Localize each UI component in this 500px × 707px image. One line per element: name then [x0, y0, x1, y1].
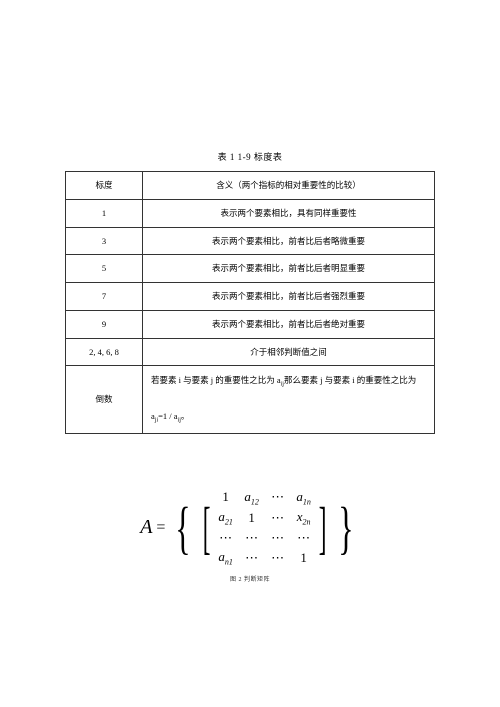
cell-reciprocal-desc: 若要素 i 与要素 j 的重要性之比为 a ij 那么要素 j 与要素 i 的重要性…	[143, 366, 435, 433]
cell-meaning: 表示两个要素相比，前者比后者明显重要	[143, 255, 435, 283]
cell-meaning: 表示两个要素相比，前者比后者绝对重要	[143, 310, 435, 338]
cell-scale: 3	[66, 227, 143, 255]
cell-meaning: 介于相邻判断值之间	[143, 338, 435, 366]
cell-meaning: 表示两个要素相比，前者比后者强烈重要	[143, 283, 435, 311]
scale-table: 标度 含义（两个指标的相对重要性的比较） 1 表示两个要素相比，具有同样重要性 …	[65, 171, 435, 434]
table-row: 1 表示两个要素相比，具有同样重要性	[66, 199, 435, 227]
matrix-cell: a12	[244, 489, 260, 507]
matrix-cell: a1n	[296, 489, 312, 507]
matrix-cell: a21	[218, 509, 234, 527]
matrix-equals: =	[156, 519, 165, 537]
matrix-cell: ⋯	[296, 530, 312, 546]
table-caption: 表 1 1-9 标度表	[0, 150, 500, 163]
matrix-cell: an1	[218, 549, 234, 567]
cell-scale: 9	[66, 310, 143, 338]
table-row: 2, 4, 6, 8 介于相邻判断值之间	[66, 338, 435, 366]
cell-meaning: 表示两个要素相比，前者比后者略微重要	[143, 227, 435, 255]
header-meaning: 含义（两个指标的相对重要性的比较）	[143, 172, 435, 200]
desc-text-2b: =1 / a	[158, 411, 177, 421]
left-bracket-icon: [	[203, 499, 211, 557]
cell-scale: 5	[66, 255, 143, 283]
matrix-cell: ⋯	[270, 550, 286, 566]
matrix-cell: ⋯	[270, 489, 286, 505]
matrix-cell: 1	[244, 510, 260, 526]
table-row: 5 表示两个要素相比，前者比后者明显重要	[66, 255, 435, 283]
cell-meaning: 表示两个要素相比，具有同样重要性	[143, 199, 435, 227]
sub-ij-2: ij	[178, 418, 181, 424]
matrix-cell: ⋯	[244, 550, 260, 566]
table-header-row: 标度 含义（两个指标的相对重要性的比较）	[66, 172, 435, 200]
table-row-reciprocal: 倒数 若要素 i 与要素 j 的重要性之比为 a ij 那么要素 j 与要素 i 的…	[66, 366, 435, 433]
figure-caption: 图 2 判断矩阵	[0, 574, 500, 583]
table-row: 9 表示两个要素相比，前者比后者绝对重要	[66, 310, 435, 338]
cell-reciprocal-label: 倒数	[66, 366, 143, 433]
left-brace-icon: {	[176, 499, 191, 557]
right-bracket-icon: ]	[318, 499, 326, 557]
matrix-cell: 1	[218, 489, 234, 505]
right-brace-icon: }	[338, 499, 353, 557]
page: 表 1 1-9 标度表 标度 含义（两个指标的相对重要性的比较） 1 表示两个要…	[0, 0, 500, 707]
header-scale: 标度	[66, 172, 143, 200]
matrix-block: A = { [ 1 a12 ⋯ a1n a21 1 ⋯ x2n ⋯ ⋯ ⋯ ⋯ an1 ⋯ ⋯ 1 ] } 图…	[0, 489, 500, 584]
matrix-grid: 1 a12 ⋯ a1n a21 1 ⋯ x2n ⋯ ⋯ ⋯ ⋯ an1 ⋯ ⋯ 1	[218, 489, 312, 567]
desc-text-1a: 若要素 i 与要素 j 的重要性之比为 a	[151, 375, 281, 385]
matrix-equation: A = { [ 1 a12 ⋯ a1n a21 1 ⋯ x2n ⋯ ⋯ ⋯ ⋯ an1 ⋯ ⋯ 1 ] }	[140, 489, 360, 567]
cell-scale: 2, 4, 6, 8	[66, 338, 143, 366]
desc-text-1b: 那么要素 j 与要素 i 的重要性之比为	[284, 375, 416, 385]
matrix-cell: ⋯	[244, 530, 260, 546]
cell-scale: 7	[66, 283, 143, 311]
matrix-cell: ⋯	[270, 530, 286, 546]
matrix-cell: x2n	[296, 509, 312, 527]
table-row: 3 表示两个要素相比，前者比后者略微重要	[66, 227, 435, 255]
matrix-cell: ⋯	[218, 530, 234, 546]
matrix-cell: 1	[296, 550, 312, 566]
matrix-cell: ⋯	[270, 510, 286, 526]
table-row: 7 表示两个要素相比，前者比后者强烈重要	[66, 283, 435, 311]
matrix-lhs: A	[140, 516, 152, 539]
cell-scale: 1	[66, 199, 143, 227]
